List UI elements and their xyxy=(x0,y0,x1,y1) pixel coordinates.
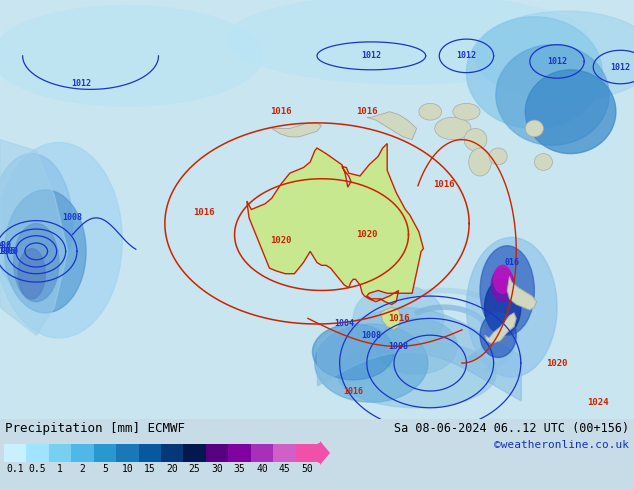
Text: Sa 08-06-2024 06..12 UTC (00+156): Sa 08-06-2024 06..12 UTC (00+156) xyxy=(394,422,629,435)
Text: 1016: 1016 xyxy=(356,107,378,116)
Ellipse shape xyxy=(0,153,72,293)
Bar xyxy=(295,444,318,462)
Text: 1004: 1004 xyxy=(0,241,4,250)
Text: 1016: 1016 xyxy=(433,180,455,189)
Text: 1004: 1004 xyxy=(334,319,354,328)
Text: 1000: 1000 xyxy=(0,241,11,250)
Bar xyxy=(250,444,273,462)
Ellipse shape xyxy=(226,0,589,84)
Text: 35: 35 xyxy=(233,464,245,474)
Ellipse shape xyxy=(526,120,543,137)
Text: 1012: 1012 xyxy=(72,79,91,88)
Bar xyxy=(27,444,49,462)
Text: 25: 25 xyxy=(189,464,200,474)
Polygon shape xyxy=(0,140,68,335)
Bar xyxy=(228,444,250,462)
Ellipse shape xyxy=(467,237,557,377)
Text: 2: 2 xyxy=(79,464,86,474)
Ellipse shape xyxy=(4,190,86,313)
FancyArrow shape xyxy=(318,441,330,465)
Bar xyxy=(94,444,116,462)
Text: 1000: 1000 xyxy=(0,247,18,256)
Ellipse shape xyxy=(480,313,516,358)
Polygon shape xyxy=(380,307,401,330)
Ellipse shape xyxy=(534,153,552,171)
Text: 1016: 1016 xyxy=(388,314,410,323)
Ellipse shape xyxy=(469,148,491,176)
Bar xyxy=(161,444,183,462)
Text: 50: 50 xyxy=(301,464,313,474)
Text: 1: 1 xyxy=(57,464,63,474)
Bar xyxy=(139,444,161,462)
Bar xyxy=(4,444,27,462)
Text: 1008: 1008 xyxy=(389,342,408,351)
Ellipse shape xyxy=(313,324,394,380)
Text: 1008: 1008 xyxy=(63,213,82,222)
Text: 1020: 1020 xyxy=(547,359,568,368)
Ellipse shape xyxy=(337,341,496,408)
Text: 1016: 1016 xyxy=(193,208,214,217)
Ellipse shape xyxy=(494,266,512,293)
Text: 15: 15 xyxy=(144,464,156,474)
Ellipse shape xyxy=(496,45,609,145)
Ellipse shape xyxy=(476,11,634,100)
Text: 1024: 1024 xyxy=(587,398,609,407)
Ellipse shape xyxy=(484,279,521,335)
Bar xyxy=(49,444,71,462)
Polygon shape xyxy=(484,313,516,343)
Text: 0.1: 0.1 xyxy=(6,464,24,474)
Ellipse shape xyxy=(314,324,428,402)
Text: 5: 5 xyxy=(102,464,108,474)
Ellipse shape xyxy=(464,128,487,151)
Text: 30: 30 xyxy=(211,464,223,474)
Bar xyxy=(206,444,228,462)
Bar xyxy=(183,444,206,462)
Text: 996: 996 xyxy=(1,247,16,256)
Text: 0.5: 0.5 xyxy=(29,464,46,474)
Bar xyxy=(273,444,295,462)
Text: Precipitation [mm] ECMWF: Precipitation [mm] ECMWF xyxy=(5,422,185,435)
Bar xyxy=(116,444,139,462)
Text: 1016: 1016 xyxy=(343,387,363,395)
Text: 016: 016 xyxy=(504,258,519,267)
Ellipse shape xyxy=(489,148,507,165)
Ellipse shape xyxy=(13,223,59,302)
Text: 1012: 1012 xyxy=(611,63,630,72)
Ellipse shape xyxy=(0,5,262,106)
Text: 1012: 1012 xyxy=(456,51,476,60)
Text: 45: 45 xyxy=(278,464,290,474)
Text: 10: 10 xyxy=(122,464,133,474)
Text: 1012: 1012 xyxy=(361,51,381,60)
Ellipse shape xyxy=(467,17,602,128)
Ellipse shape xyxy=(526,70,616,153)
Text: 1008: 1008 xyxy=(361,331,381,340)
Text: 20: 20 xyxy=(166,464,178,474)
Ellipse shape xyxy=(419,103,441,120)
Polygon shape xyxy=(247,144,424,304)
Text: 1012: 1012 xyxy=(547,57,567,66)
Ellipse shape xyxy=(435,117,471,140)
Text: 1016: 1016 xyxy=(270,107,292,116)
Text: 1020: 1020 xyxy=(270,236,292,245)
Polygon shape xyxy=(507,276,536,310)
Ellipse shape xyxy=(453,103,480,120)
Ellipse shape xyxy=(0,143,122,338)
Bar xyxy=(71,444,94,462)
Text: 40: 40 xyxy=(256,464,268,474)
Ellipse shape xyxy=(480,246,534,335)
Text: ©weatheronline.co.uk: ©weatheronline.co.uk xyxy=(494,440,629,450)
Ellipse shape xyxy=(376,318,457,374)
Ellipse shape xyxy=(353,285,444,352)
Text: 1020: 1020 xyxy=(356,230,378,239)
Ellipse shape xyxy=(491,268,514,302)
Polygon shape xyxy=(367,112,417,140)
Ellipse shape xyxy=(18,248,45,299)
Polygon shape xyxy=(272,123,321,137)
